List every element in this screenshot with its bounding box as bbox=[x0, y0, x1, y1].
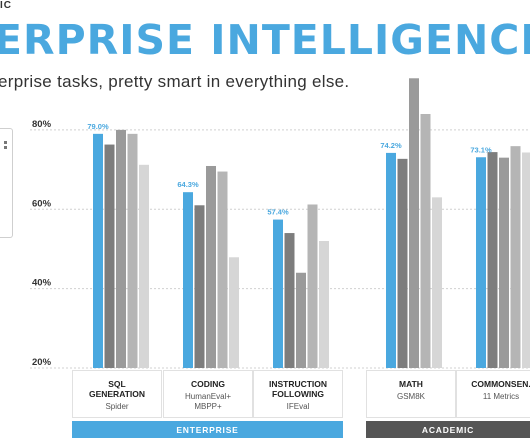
data-label: 73.1% bbox=[470, 145, 492, 154]
group-band-academic: ACADEMIC bbox=[366, 421, 530, 438]
bar-2-2 bbox=[194, 205, 205, 368]
category-benchmark: IFEval bbox=[286, 402, 310, 411]
y-tick-label: 40% bbox=[32, 278, 52, 289]
data-label: 74.2% bbox=[380, 141, 402, 150]
category-card: CODING HumanEval+ MBPP+ bbox=[163, 370, 253, 418]
brand-text: IC bbox=[0, 0, 12, 11]
y-tick-label: 20% bbox=[32, 357, 52, 368]
bar-5-3 bbox=[499, 157, 509, 368]
page-subtitle: erprise tasks, pretty smart in everythin… bbox=[0, 72, 350, 91]
y-tick-label: 60% bbox=[32, 198, 52, 209]
bar-4-1 bbox=[386, 152, 396, 368]
category-card: INSTRUCTION FOLLOWING IFEval bbox=[253, 370, 343, 418]
data-label: 64.3% bbox=[177, 180, 199, 189]
legend-marker bbox=[4, 141, 7, 144]
legend-marker bbox=[4, 146, 7, 149]
category-name: MATH bbox=[399, 379, 423, 389]
category-card: MATH GSM8K bbox=[366, 370, 456, 418]
bar-1-3 bbox=[116, 129, 126, 368]
category-name: CODING bbox=[191, 379, 225, 389]
bar-1-2 bbox=[104, 144, 115, 368]
y-tick-label: 80% bbox=[32, 119, 52, 130]
bar-4-4 bbox=[420, 114, 431, 368]
category-benchmark: GSM8K bbox=[396, 392, 425, 401]
bar-3-4 bbox=[307, 204, 318, 368]
bar-1-1 bbox=[93, 133, 103, 368]
bar-2-3 bbox=[206, 165, 216, 368]
legend-panel bbox=[0, 128, 13, 238]
category-benchmark: HumanEval+ MBPP+ bbox=[184, 392, 232, 411]
bar-1-5 bbox=[139, 164, 149, 368]
group-band-enterprise: ENTERPRISE bbox=[72, 421, 343, 438]
category-name: COMMONSEN. bbox=[471, 379, 530, 389]
bar-3-5 bbox=[319, 241, 329, 368]
category-benchmark: 11 Metrics bbox=[482, 392, 520, 401]
category-card: COMMONSEN. 11 Metrics bbox=[456, 370, 530, 418]
category-name: INSTRUCTION FOLLOWING bbox=[268, 379, 328, 399]
category-benchmark: Spider bbox=[105, 402, 129, 411]
bar-5-4 bbox=[510, 146, 521, 368]
bar-4-5 bbox=[432, 197, 442, 368]
bar-5-1 bbox=[476, 157, 486, 368]
bar-4-2 bbox=[397, 158, 408, 368]
bar-1-4 bbox=[127, 133, 138, 368]
bar-3-2 bbox=[284, 233, 295, 368]
bar-2-5 bbox=[229, 257, 239, 368]
category-name: SQL GENERATION bbox=[88, 379, 146, 399]
category-card: SQL GENERATION Spider bbox=[72, 370, 162, 418]
bar-5-2 bbox=[487, 152, 498, 368]
bar-2-4 bbox=[217, 171, 228, 368]
page-headline: ERPRISE INTELLIGENCE bbox=[0, 16, 530, 64]
bar-2-1 bbox=[183, 192, 193, 368]
bar-5-5 bbox=[522, 152, 530, 368]
bar-3-1 bbox=[273, 219, 283, 368]
bar-3-3 bbox=[296, 272, 306, 368]
data-label: 79.0% bbox=[87, 122, 109, 131]
data-label: 57.4% bbox=[267, 208, 289, 217]
bar-4-3 bbox=[409, 78, 419, 368]
